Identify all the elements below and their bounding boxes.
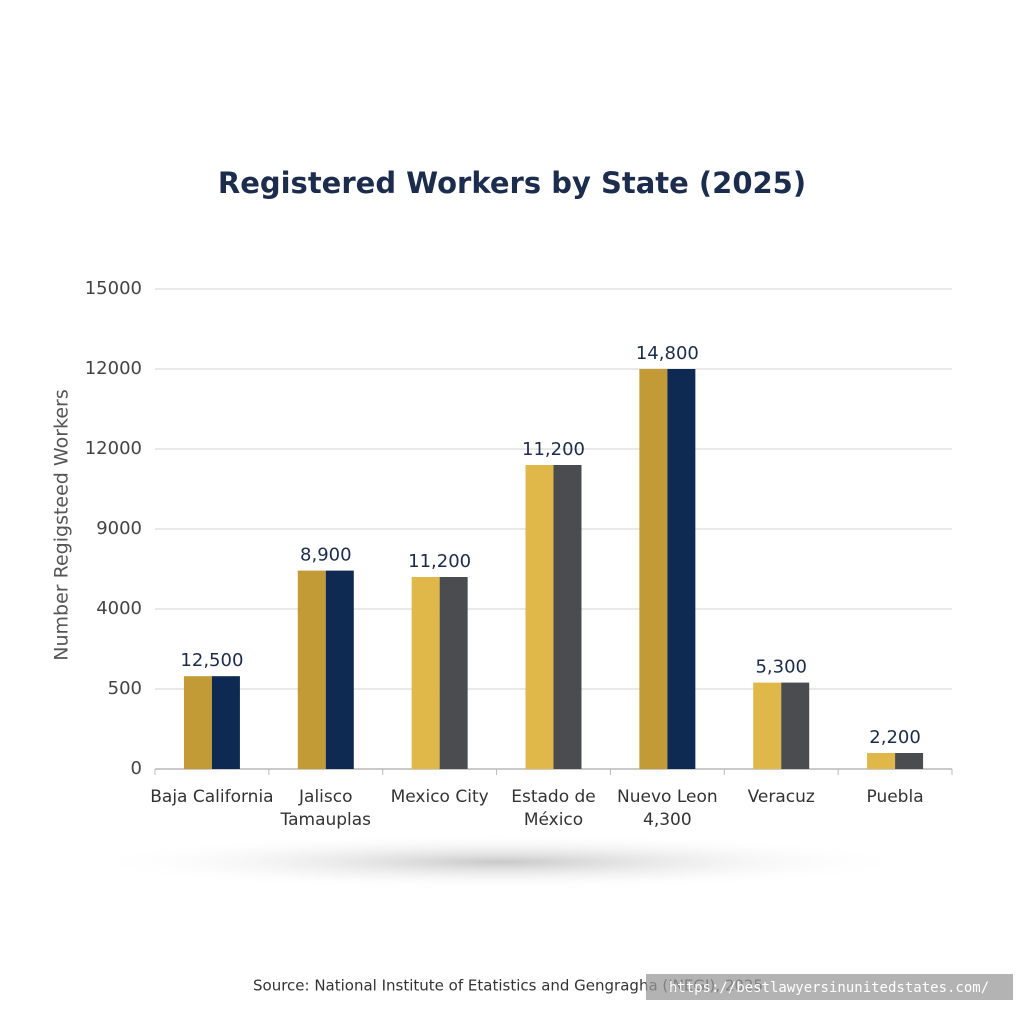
y-tick-label: 0 (131, 758, 142, 779)
chart-title: Registered Workers by State (2025) (218, 166, 806, 200)
bar-right (781, 682, 810, 769)
x-tick-label: Mexico City (391, 787, 489, 807)
x-tick-label: Veracuz (748, 787, 815, 807)
bar-right (439, 577, 468, 769)
watermark-bg (646, 974, 1013, 1000)
y-tick-label: 9000 (96, 518, 142, 539)
bar-right (325, 570, 354, 769)
x-tick-label: 4,300 (643, 810, 692, 830)
bar-label: 11,200 (522, 439, 585, 460)
x-tick-label: Puebla (867, 787, 924, 807)
bar-label: 12,500 (180, 650, 243, 671)
x-tick-label: Jalisco (298, 787, 352, 807)
bar-left (183, 676, 212, 769)
y-tick-label: 12000 (85, 438, 142, 459)
source: Source: National Institute of Etatistics… (253, 977, 763, 995)
bar-label: 14,800 (636, 343, 699, 364)
bar-label: 8,900 (300, 545, 352, 566)
y-axis-title: Number Regigsteed Workers (51, 389, 73, 660)
bar-right (211, 676, 240, 769)
bar-left (525, 465, 554, 769)
y-tick-label: 500 (108, 678, 142, 699)
bar-left (639, 369, 668, 769)
x-tick-label: Tamauplas (280, 810, 372, 830)
bar-left (753, 682, 782, 769)
y-tick-label: 12000 (85, 358, 142, 379)
y-tick-label: 15000 (85, 278, 142, 299)
x-tick-label: Nuevo Leon (617, 787, 718, 807)
x-tick-label: Baja California (150, 787, 273, 807)
x-tick-label: México (524, 810, 583, 830)
watermark: https://bestlawyersinunitedstates.com/ (669, 980, 989, 996)
bar-right (895, 753, 924, 769)
bar-right (667, 369, 696, 769)
bar-label: 11,200 (408, 551, 471, 572)
bar-left (411, 577, 440, 769)
bar-left (297, 570, 326, 769)
y-tick-label: 4000 (96, 598, 142, 619)
shadow (80, 834, 920, 890)
bar-left (867, 753, 896, 769)
x-tick-label: Estado de (511, 787, 596, 807)
bar-label: 2,200 (869, 727, 921, 748)
plot-area: 0 500 4000 9000 12000 12000 15000 Baja Californ… (85, 278, 953, 830)
bar-right (553, 465, 582, 769)
bar-label: 5,300 (755, 657, 807, 678)
